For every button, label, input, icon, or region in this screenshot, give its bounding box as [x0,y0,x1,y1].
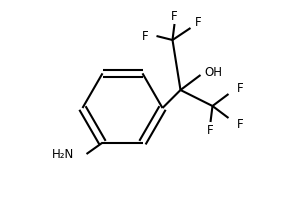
Text: F: F [171,9,178,22]
Text: F: F [142,29,149,43]
Text: H₂N: H₂N [52,148,74,160]
Text: F: F [236,82,243,95]
Text: OH: OH [204,66,223,78]
Text: F: F [236,117,243,130]
Text: F: F [207,123,214,136]
Text: F: F [195,16,202,28]
